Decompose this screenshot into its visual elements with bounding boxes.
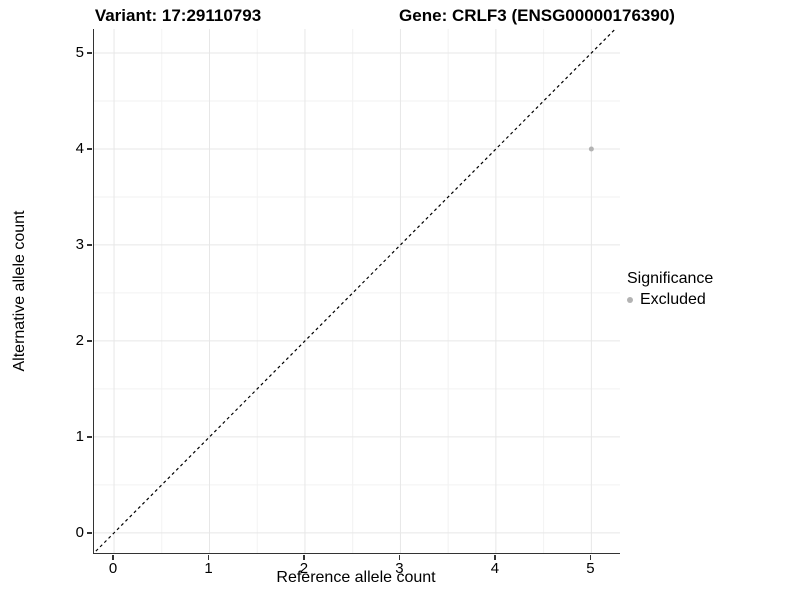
x-tick-mark-3: [398, 554, 401, 560]
x-tick-mark-4: [494, 554, 496, 560]
y-tick-label-5: 5: [75, 43, 84, 61]
plot-canvas: [94, 29, 620, 553]
legend-title: Significance: [627, 270, 714, 287]
y-tick-label-2: 2: [75, 331, 84, 349]
x-tick-mark-1: [207, 554, 210, 560]
y-tick-mark-3: [86, 244, 92, 246]
x-tick-label-4: 4: [490, 560, 500, 577]
data-point-excluded: [588, 146, 594, 152]
y-tick-label-0: 0: [75, 523, 84, 541]
y-tick-mark-0: [86, 532, 92, 534]
legend-key-dot: [627, 297, 633, 303]
legend-item-label: Excluded: [640, 291, 706, 308]
x-tick-label-0: 0: [108, 560, 118, 577]
y-tick-label-4: 4: [75, 139, 84, 157]
identity-reference-line: [94, 29, 617, 553]
y-tick-mark-1: [86, 436, 92, 438]
plot-panel: [93, 29, 620, 554]
y-axis-title: Alternative allele count: [11, 210, 28, 372]
x-axis-title: Reference allele count: [276, 569, 436, 586]
y-tick-mark-4: [86, 148, 92, 150]
x-tick-label-2: 2: [299, 560, 309, 577]
legend: Significance Excluded: [627, 270, 713, 309]
y-tick-mark-2: [86, 340, 92, 342]
x-tick-mark-5: [589, 554, 592, 560]
x-tick-label-5: 5: [586, 560, 595, 577]
y-tick-label-3: 3: [75, 235, 84, 253]
x-tick-mark-2: [303, 554, 305, 560]
y-tick-mark-5: [86, 52, 92, 54]
x-tick-label-1: 1: [204, 560, 213, 577]
legend-item-excluded: Excluded: [627, 291, 713, 309]
x-tick-label-3: 3: [395, 560, 404, 577]
plot-title-gene: Gene: CRLF3 (ENSG00000176390): [399, 6, 675, 25]
y-tick-label-1: 1: [75, 427, 84, 445]
x-tick-mark-0: [112, 554, 114, 560]
plot-title-variant: Variant: 17:29110793: [94, 6, 262, 25]
